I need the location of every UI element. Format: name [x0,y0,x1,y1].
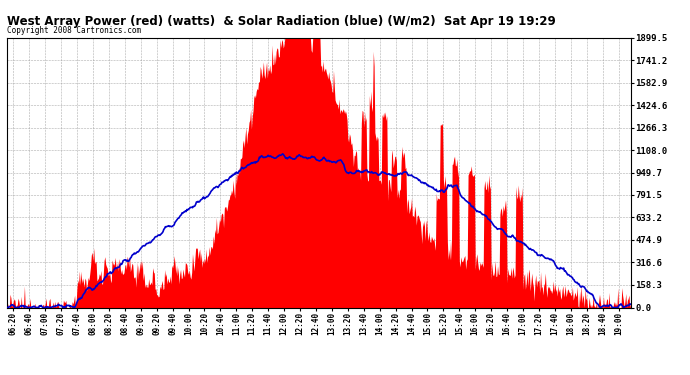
Text: Copyright 2008 Cartronics.com: Copyright 2008 Cartronics.com [7,26,141,35]
Text: West Array Power (red) (watts)  & Solar Radiation (blue) (W/m2)  Sat Apr 19 19:2: West Array Power (red) (watts) & Solar R… [7,15,555,28]
